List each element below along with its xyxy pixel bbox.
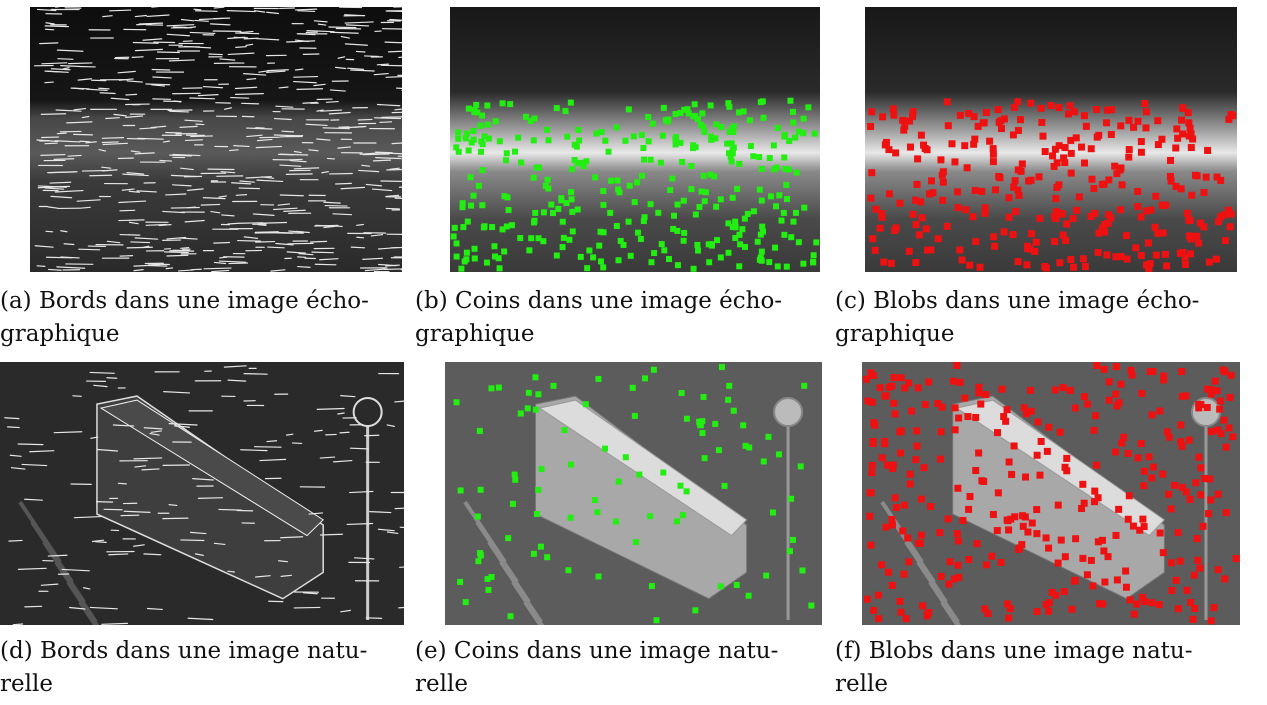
panel-image-svg xyxy=(0,362,404,625)
caption-b: (b) Coins dans une image écho- graphique xyxy=(415,288,783,347)
panel-image-svg xyxy=(862,362,1240,625)
caption-e: (e) Coins dans une image natu- relle xyxy=(415,638,779,697)
caption-a: (a) Bords dans une image écho- graphique xyxy=(0,288,369,347)
caption-f: (f) Blobs dans une image natu- relle xyxy=(835,638,1193,697)
caption-c: (c) Blobs dans une image écho- graphique xyxy=(835,288,1200,347)
panel-image-svg xyxy=(445,362,822,625)
panel-image-svg xyxy=(865,7,1237,272)
panel-b-ultrasound-corners-image xyxy=(450,7,820,272)
caption-d: (d) Bords dans une image natu- relle xyxy=(0,638,368,697)
panel-a-ultrasound-edges-image xyxy=(30,7,402,272)
panel-c-ultrasound-blobs-image xyxy=(865,7,1237,272)
panel-f-natural-blobs-image xyxy=(862,362,1240,625)
panel-image-svg xyxy=(450,7,820,272)
panel-e-natural-corners-image xyxy=(445,362,822,625)
panel-d-natural-edges-image xyxy=(0,362,404,625)
panel-image-svg xyxy=(30,7,402,272)
